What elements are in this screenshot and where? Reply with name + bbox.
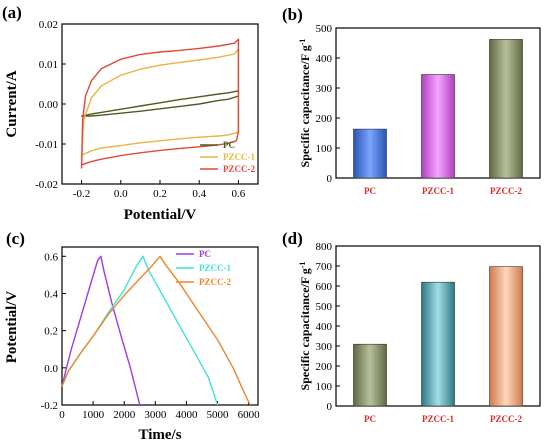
panel-label-a: (a) [2,3,22,22]
bar-bottom-y-tick-label: 700 [316,261,333,273]
bar-top-y-tick-label: 0 [327,173,333,185]
cv-y-tick-label: 0.00 [39,99,59,111]
bar-top-category-label: PZCC-2 [490,186,522,196]
gcd-plot-frame [61,246,259,406]
cv-x-tick-label: -0.2 [73,188,90,200]
bar-y-axis-title-bottom: Specific capacitance/F g-1 [298,262,313,391]
bar-top-y-tick-label: 100 [316,143,333,155]
bar-bottom-y-tick-label: 500 [316,301,333,313]
cv-ticks: -0.2 0.0 0.2 0.4 0.6 -0.02 -0.01 0.00 0.01 0.02 [35,19,246,200]
cv-x-tick-label: 0.0 [114,188,128,200]
cv-chart-panel: -0.2 0.0 0.2 0.4 0.6 -0.02 -0.01 0.00 0.01 0.02 P… [4,19,259,223]
gcd-y-tick-label: -0.2 [41,400,58,412]
cv-legend-label: PZCC-1 [223,152,255,162]
gcd-y-axis-title: Potential/V [4,291,20,364]
panel-label-b: (b) [282,5,303,24]
bar-ticks-top: 0 100 200 300 400 500 PC PZCC-1 PZCC-2 [316,23,523,196]
bar-bottom-y-tick-label: 200 [316,361,333,373]
gcd-x-axis-title: Time/s [138,427,181,443]
bar-bottom-y-tick-label: 400 [316,321,333,333]
cv-series-line-1 [80,48,240,161]
cv-series [80,38,240,169]
cv-x-axis-title: Potential/V [124,207,197,223]
gcd-x-tick-label: 0 [59,409,65,421]
bar-bottom-bar [421,281,455,407]
gcd-legend-label: PZCC-2 [199,277,231,287]
gcd-legend: PC PZCC-1 PZCC-2 [176,249,231,287]
gcd-x-tick-label: 4000 [175,409,198,421]
bar-bottom-y-tick-label: 600 [316,281,333,293]
gcd-y-tick-label: 0.0 [44,363,58,375]
gcd-series-line-2 [61,255,251,406]
cv-legend-label: PC [223,140,235,150]
cv-y-tick-label: 0.01 [39,59,58,71]
cv-y-axis-title: Current/A [4,70,20,137]
gcd-x-tick-label: 5000 [207,409,230,421]
gcd-legend-label: PC [199,249,211,259]
gcd-y-tick-label: 0.4 [44,288,58,300]
cv-x-tick-label: 0.6 [232,188,246,200]
bar-bottom-y-tick-label: 0 [327,401,333,413]
bar-bottom-y-tick-label: 300 [316,341,333,353]
bar-top-y-tick-label: 200 [316,113,333,125]
panel-label-d: (d) [282,229,303,248]
cv-y-tick-label: 0.02 [39,19,58,31]
cv-x-tick-label: 0.2 [153,188,167,200]
cv-legend-label: PZCC-2 [223,164,255,174]
bar-y-axis-title-top: Specific capacitance/F g-1 [298,39,313,168]
bar-bottom-category-label: PC [364,414,376,424]
gcd-x-tick-label: 3000 [144,409,167,421]
gcd-x-tick-label: 1000 [82,409,105,421]
bar-series-top [353,39,523,179]
gcd-y-tick-label: 0.2 [44,326,58,338]
capacitance-bar-panel-top: 0 100 200 300 400 500 PC PZCC-1 PZCC-2 Specific … [298,23,541,196]
bar-top-bar [421,74,455,179]
bar-bottom-bar [489,266,523,407]
gcd-y-tick-label: 0.6 [44,251,58,263]
panel-label-c: (c) [6,229,25,248]
bar-top-bar [489,39,523,179]
gcd-x-tick-label: 2000 [113,409,136,421]
gcd-legend-label: PZCC-1 [199,263,231,273]
cv-series-line-2 [80,38,240,169]
gcd-x-tick-label: 6000 [238,409,261,421]
bar-top-y-tick-label: 400 [316,53,333,65]
cv-series-line-0 [80,90,240,117]
bar-bottom-bar [353,343,387,407]
bar-bottom-category-label: PZCC-2 [490,414,522,424]
cv-y-tick-label: -0.01 [35,139,58,151]
bar-bottom-y-tick-label: 100 [316,381,333,393]
bar-series-bottom [353,266,523,407]
cv-legend: PC PZCC-1 PZCC-2 [200,140,255,174]
cv-y-tick-label: -0.02 [35,179,58,191]
cv-x-tick-label: 0.4 [192,188,206,200]
bar-top-category-label: PZCC-1 [422,186,454,196]
bar-bottom-y-tick-label: 800 [316,241,333,253]
bar-top-y-tick-label: 500 [316,23,333,35]
gcd-ticks: 0 1000 2000 3000 4000 5000 6000 -0.2 0.0 0.2 0.4 0.… [41,251,261,421]
bar-top-category-label: PC [364,186,376,196]
bar-ticks-bottom: 0 100 200 300 400 500 600 700 800 PC PZCC-1 PZCC-2 [316,241,523,424]
bar-bottom-category-label: PZCC-1 [422,414,454,424]
gcd-chart-panel: 0 1000 2000 3000 4000 5000 6000 -0.2 0.0 0.2 0.4 0.… [4,246,261,443]
bar-top-bar [353,128,387,179]
gcd-series-line-0 [61,255,141,406]
gcd-series [61,255,251,406]
bar-top-y-tick-label: 300 [316,83,333,95]
